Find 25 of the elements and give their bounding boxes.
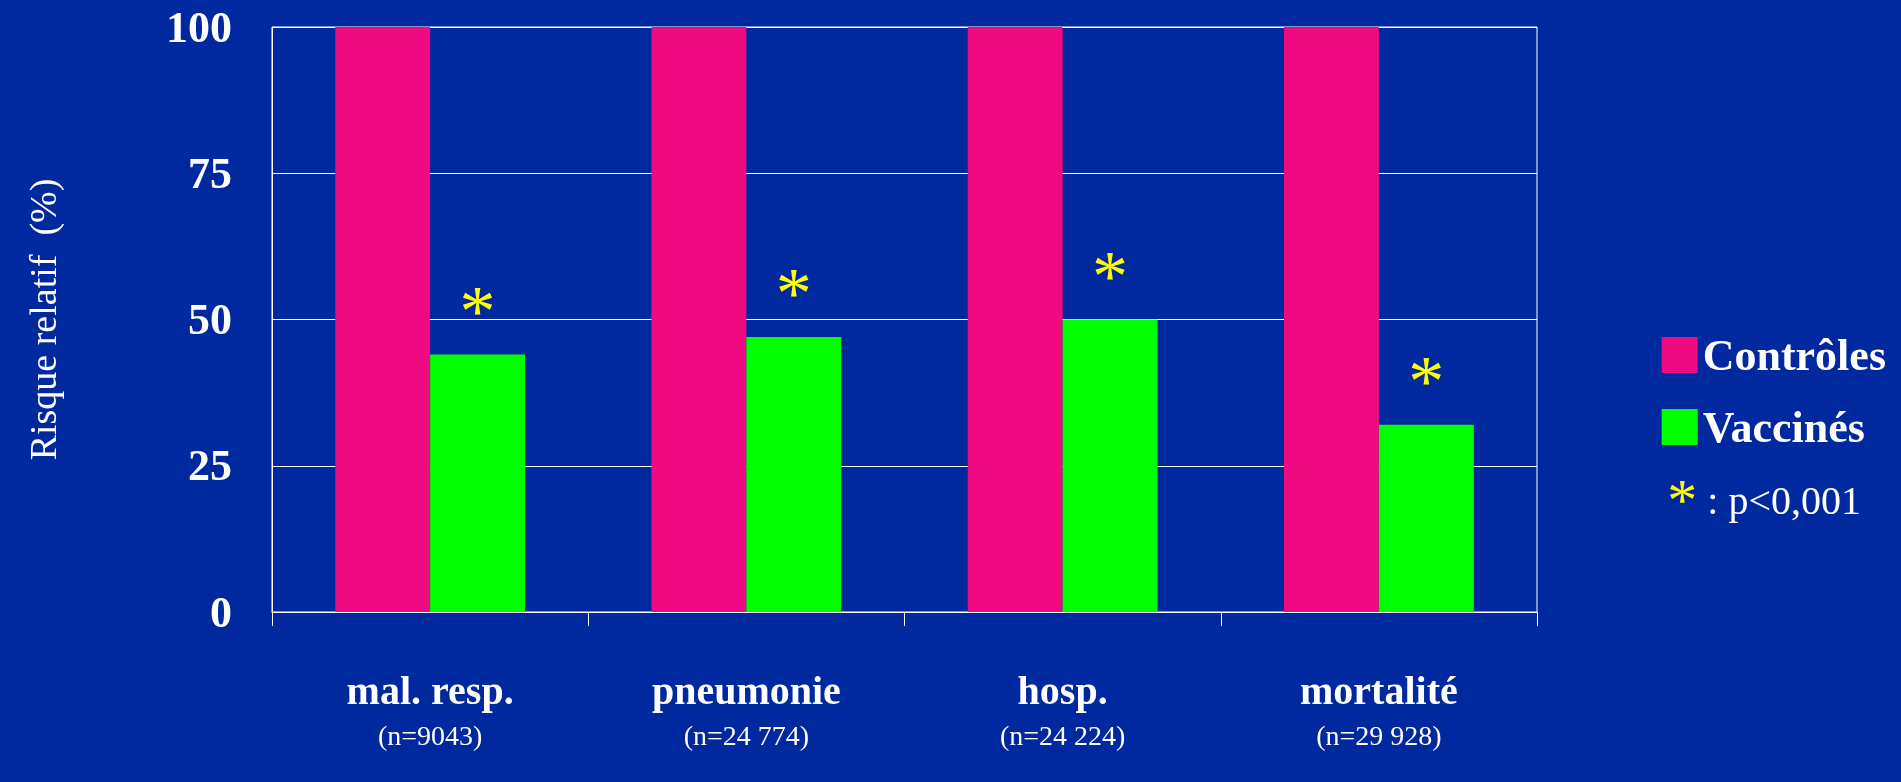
bar <box>746 337 842 612</box>
x-tick-label: mortalité (n=29 928) <box>1300 667 1458 751</box>
y-axis-title: Risque relatif (%) <box>22 178 65 461</box>
text: * : p<0,001 <box>1667 467 1861 533</box>
bar <box>651 27 747 612</box>
y-tick-label: 25 <box>188 441 232 491</box>
y-tick-label: 0 <box>210 587 232 637</box>
legend-label: Vaccinés <box>1702 402 1865 452</box>
bar <box>1284 27 1379 612</box>
annotation: * <box>1092 235 1129 316</box>
x-tick-label: mal. resp. (n=9043) <box>346 667 514 751</box>
y-tick-label: 75 <box>188 148 232 198</box>
bar <box>967 27 1063 612</box>
bar <box>335 27 431 612</box>
annotation: * <box>459 270 496 351</box>
x-tick-label: pneumonie (n=24 774) <box>651 667 841 751</box>
bar <box>430 354 525 612</box>
annotation: * <box>775 253 812 334</box>
legend-label: Contrôles <box>1702 330 1887 380</box>
y-tick-label: 100 <box>166 2 232 52</box>
bar <box>1062 319 1158 612</box>
bar <box>1378 424 1474 612</box>
annotation: * <box>1408 340 1445 421</box>
x-tick-label: hosp. (n=24 224) <box>999 667 1126 751</box>
y-tick-label: 50 <box>188 295 232 344</box>
